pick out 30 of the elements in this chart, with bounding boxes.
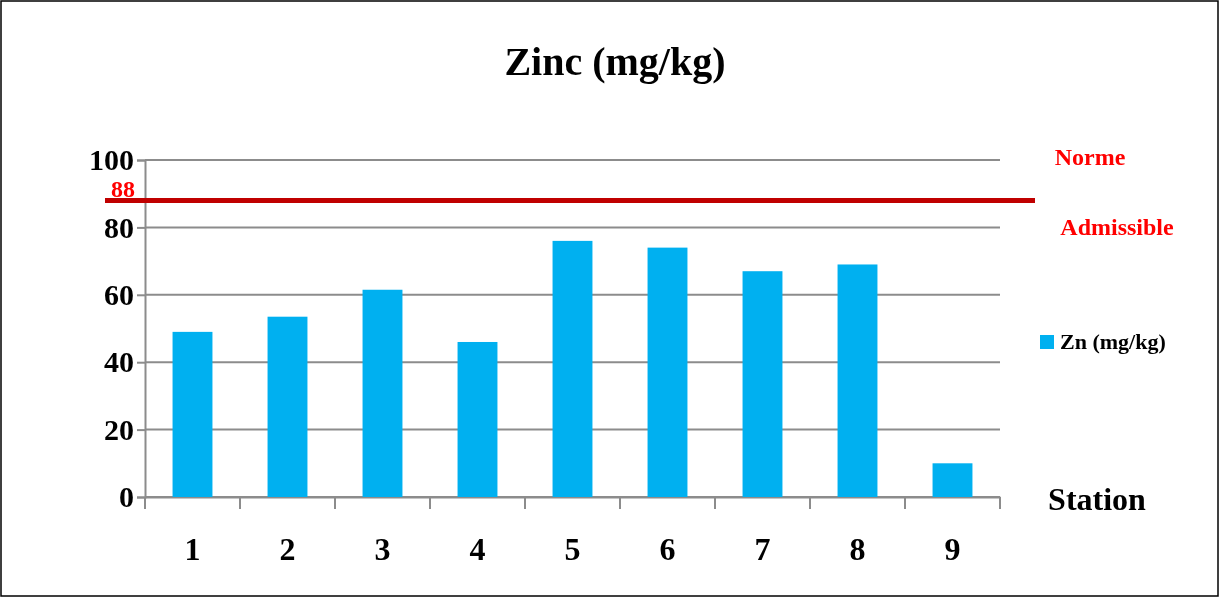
chart-title: Zinc (mg/kg): [504, 39, 726, 84]
text: Norme: [1054, 144, 1126, 170]
y-tick-label: 0: [119, 480, 134, 514]
bar: [742, 271, 783, 497]
y-tick-label: 20: [104, 412, 134, 446]
x-tick-label: 8: [849, 530, 866, 567]
ref-line-label: 88: [111, 176, 135, 203]
x-tick-label: 2: [279, 530, 296, 567]
bar: [837, 264, 878, 497]
bar: [172, 331, 213, 497]
x-tick-label: 7: [754, 530, 771, 567]
bar: [552, 240, 593, 497]
x-axis-title: Station: [1048, 481, 1147, 517]
legend-label: Zn (mg/kg): [1060, 329, 1166, 354]
bar: [932, 463, 973, 497]
x-tick-label: 3: [374, 530, 391, 567]
y-tick-label: 100: [89, 143, 134, 177]
y-tick-label: 60: [104, 277, 134, 311]
x-tick-label: 5: [564, 530, 581, 567]
bar: [362, 289, 403, 497]
bar: [457, 341, 498, 497]
x-tick-label: 9: [944, 530, 961, 567]
y-tick-label: 80: [104, 210, 134, 244]
x-tick-label: 6: [659, 530, 676, 567]
x-tick-label: 1: [184, 530, 201, 567]
y-tick-label: 40: [104, 345, 134, 379]
text: Admissible: [1060, 214, 1175, 240]
x-tick-label: 4: [469, 530, 486, 567]
bar: [267, 316, 308, 497]
bar: [647, 247, 688, 497]
